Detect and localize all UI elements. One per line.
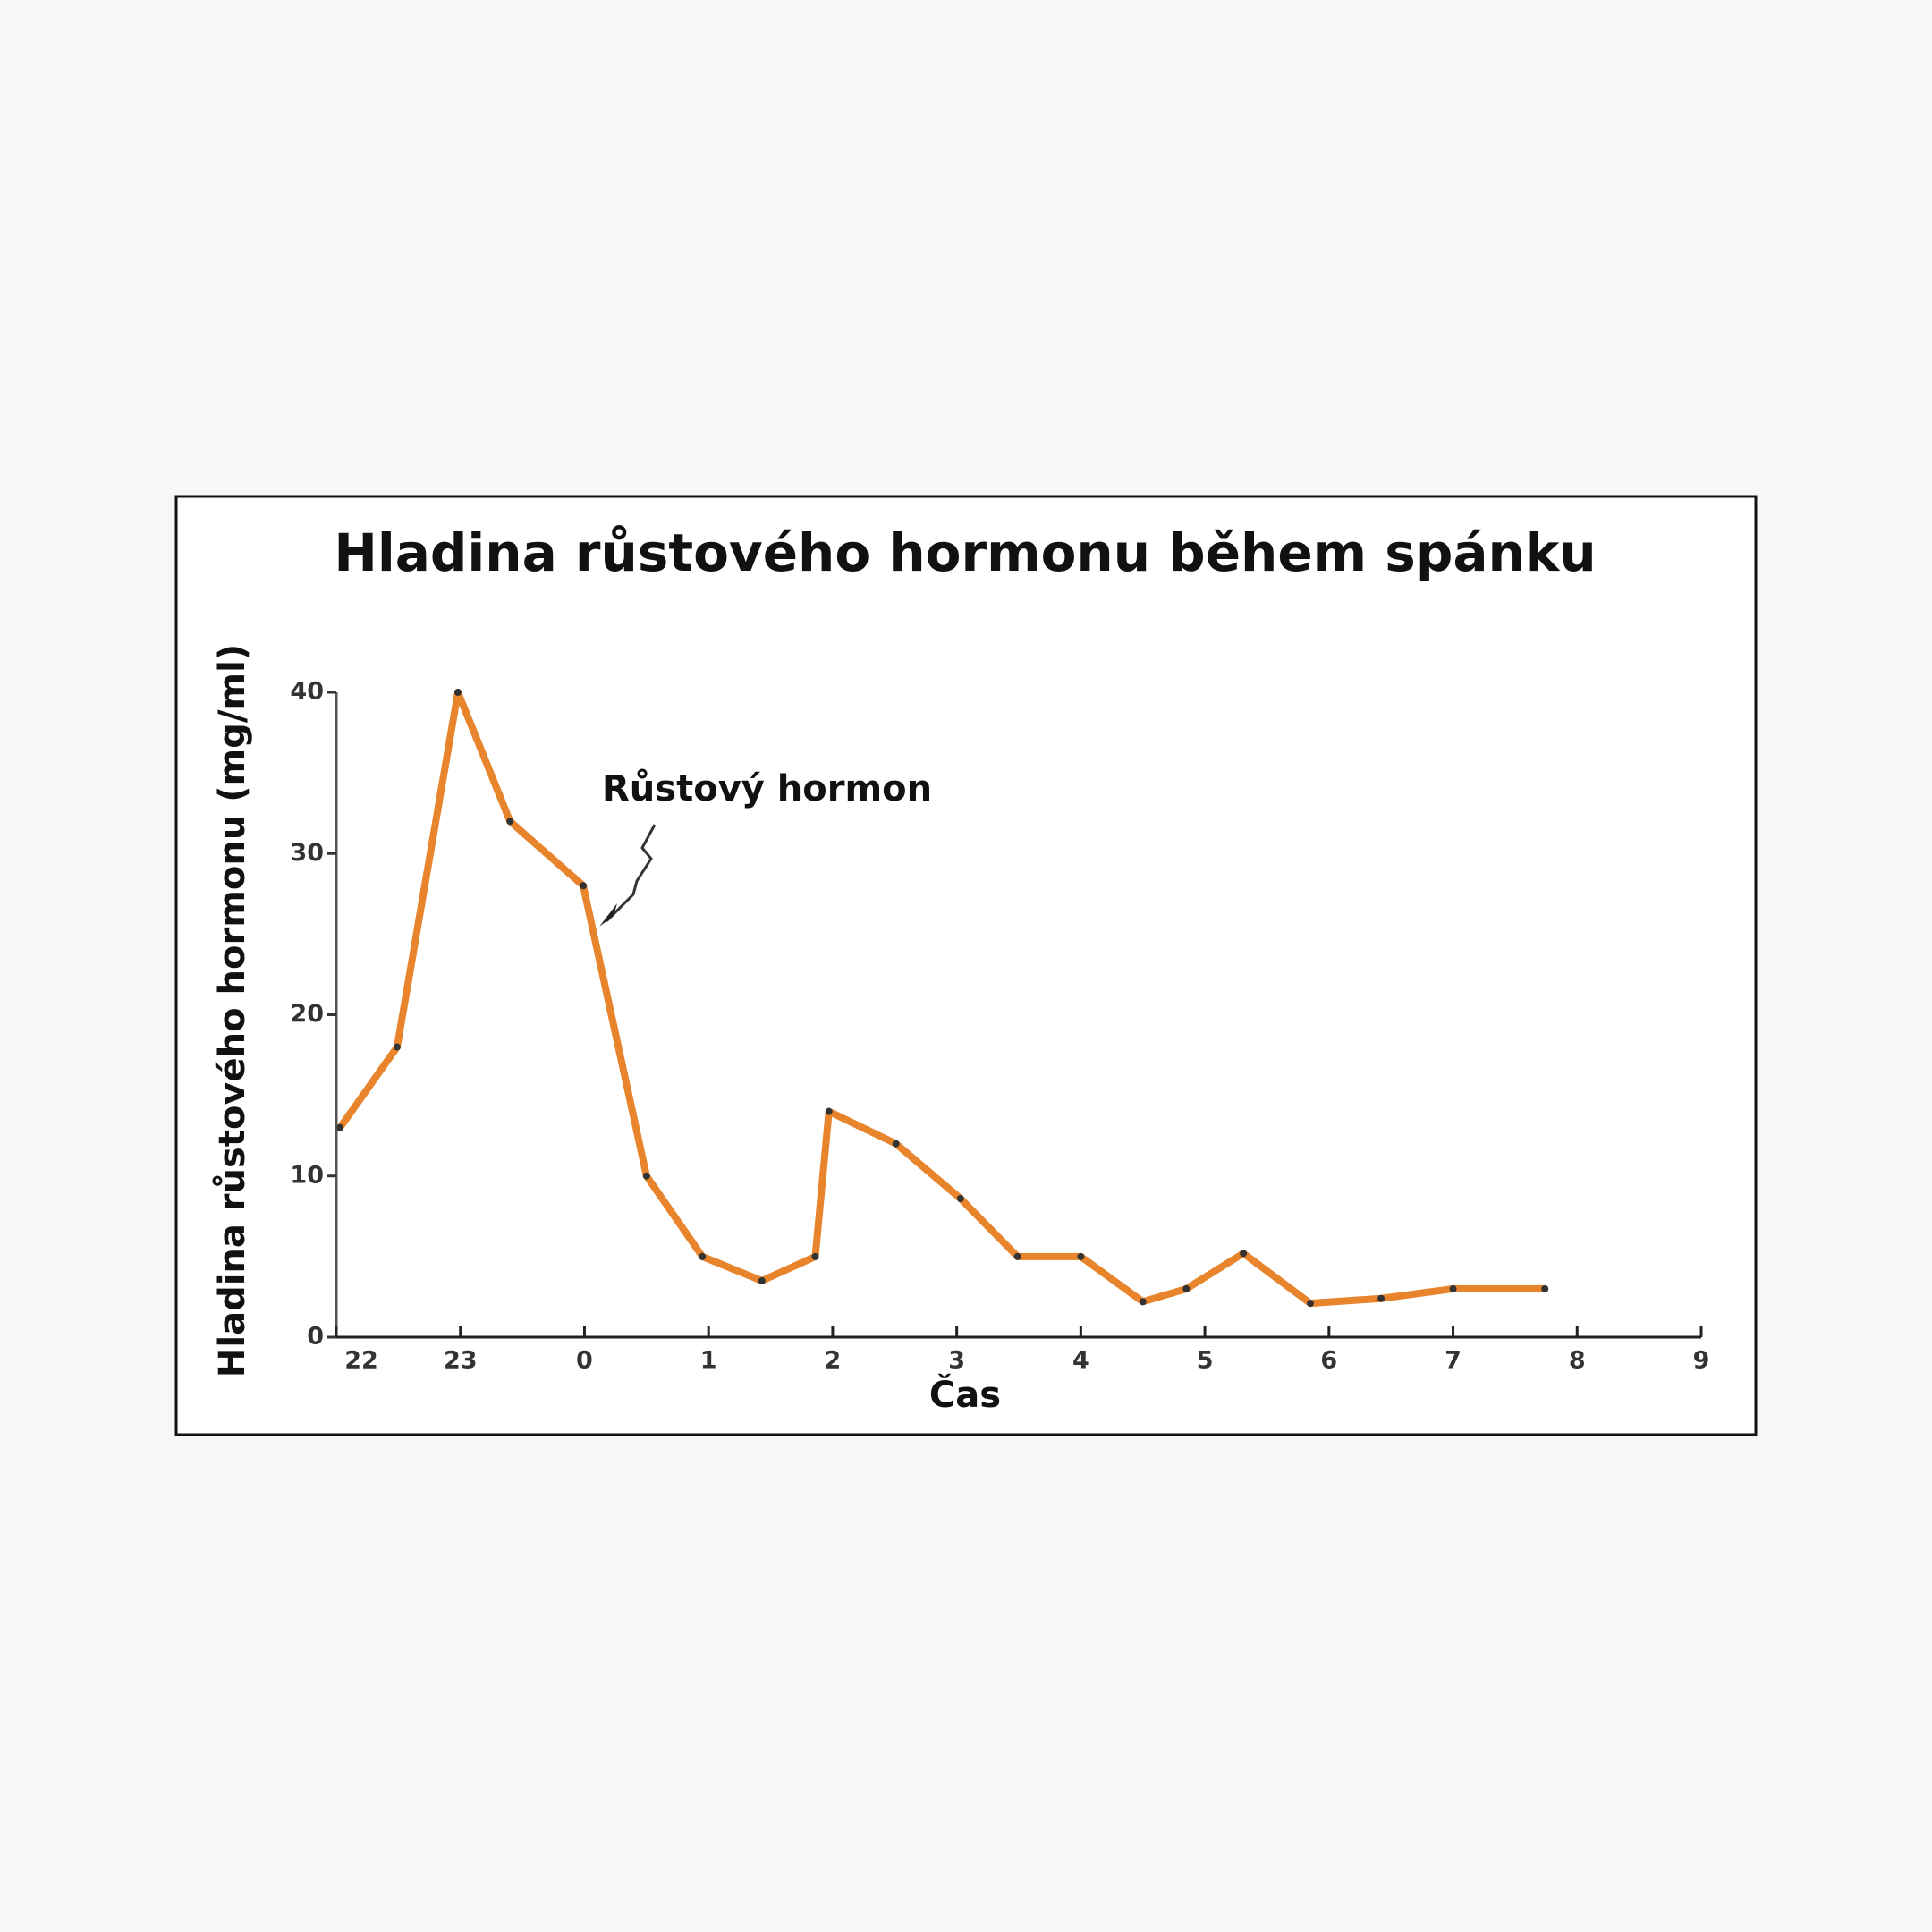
x-tick-label: 0 bbox=[576, 1347, 593, 1375]
y-tick-label: 0 bbox=[307, 1323, 324, 1351]
y-tick-label: 40 bbox=[290, 678, 324, 706]
chart-frame bbox=[174, 495, 1758, 1436]
data-point bbox=[1307, 1300, 1315, 1308]
x-tick-label: 9 bbox=[1693, 1347, 1710, 1375]
data-point bbox=[699, 1252, 707, 1260]
data-point bbox=[1139, 1298, 1147, 1306]
data-point bbox=[1541, 1284, 1549, 1292]
x-tick-label: 3 bbox=[948, 1347, 965, 1375]
x-tick-label: 4 bbox=[1072, 1347, 1089, 1375]
x-axis-label: Čas bbox=[929, 1373, 1001, 1416]
data-point bbox=[892, 1140, 900, 1148]
data-point bbox=[811, 1252, 819, 1260]
data-point bbox=[1449, 1284, 1457, 1292]
data-point bbox=[1377, 1294, 1385, 1302]
data-point bbox=[1240, 1250, 1248, 1258]
data-point bbox=[336, 1123, 344, 1131]
data-point bbox=[758, 1276, 766, 1284]
x-tick-label: 5 bbox=[1197, 1347, 1214, 1375]
x-tick-label: 8 bbox=[1569, 1347, 1586, 1375]
data-point bbox=[1077, 1252, 1085, 1260]
y-tick-label: 10 bbox=[290, 1161, 324, 1189]
chart-title: Hladina růstového hormonu během spánku bbox=[334, 522, 1596, 583]
data-point bbox=[453, 689, 462, 696]
annotation: Růstový hormon bbox=[602, 767, 932, 809]
x-tick-label: 7 bbox=[1445, 1347, 1462, 1375]
y-tick-label: 30 bbox=[290, 839, 324, 867]
x-tick-label: 2 bbox=[825, 1347, 842, 1375]
data-point bbox=[1182, 1284, 1191, 1292]
x-tick-label: 23 bbox=[444, 1347, 478, 1375]
data-point bbox=[506, 818, 514, 826]
annotation-arrowhead bbox=[599, 903, 617, 927]
annotation-arrow bbox=[605, 824, 657, 923]
data-point bbox=[1013, 1252, 1021, 1260]
data-point bbox=[642, 1172, 650, 1180]
data-point bbox=[825, 1107, 833, 1115]
y-tick-label: 20 bbox=[290, 1000, 324, 1028]
data-point bbox=[393, 1043, 401, 1051]
data-point bbox=[956, 1194, 964, 1202]
y-axis-label: Hladina růstového hormonu (mg/ml) bbox=[211, 644, 253, 1377]
x-tick-label: 1 bbox=[700, 1347, 717, 1375]
x-tick-label: 22 bbox=[344, 1347, 378, 1375]
x-tick-label: 6 bbox=[1320, 1347, 1337, 1375]
data-point bbox=[580, 882, 588, 890]
